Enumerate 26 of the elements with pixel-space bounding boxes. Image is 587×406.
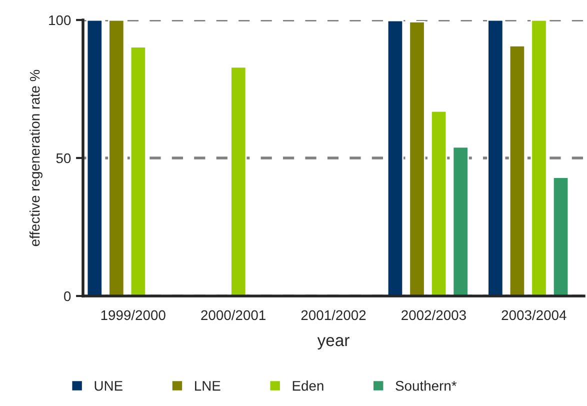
bar <box>130 46 147 296</box>
x-tick-label: 2002/2003 <box>402 310 466 320</box>
bar <box>508 44 526 296</box>
x-tick-label: 2003/2004 <box>502 310 566 320</box>
bar <box>552 176 570 296</box>
bar <box>487 20 504 296</box>
legend-label: Eden <box>292 380 324 391</box>
bar <box>386 20 404 296</box>
y-tick-label: 0 <box>64 291 71 302</box>
legend-label: Southern* <box>396 380 457 391</box>
x-tick-label: 2001/2002 <box>301 310 366 320</box>
y-tick-label: 100 <box>49 15 71 26</box>
bar <box>230 66 247 296</box>
legend-label: UNE <box>94 381 122 391</box>
bar <box>86 20 103 296</box>
bar <box>108 20 125 296</box>
x-axis-title: year <box>317 337 350 350</box>
x-tick-label: 2000/2001 <box>201 310 266 320</box>
bar <box>408 20 426 296</box>
y-tick-label: 50 <box>56 153 71 164</box>
x-tick-label: 1999/2000 <box>101 310 166 320</box>
bar <box>530 20 548 296</box>
bar <box>452 146 469 296</box>
y-axis-title: effective regeneration rate % <box>30 70 42 246</box>
legend-label: LNE <box>195 381 220 391</box>
bar <box>430 110 448 296</box>
